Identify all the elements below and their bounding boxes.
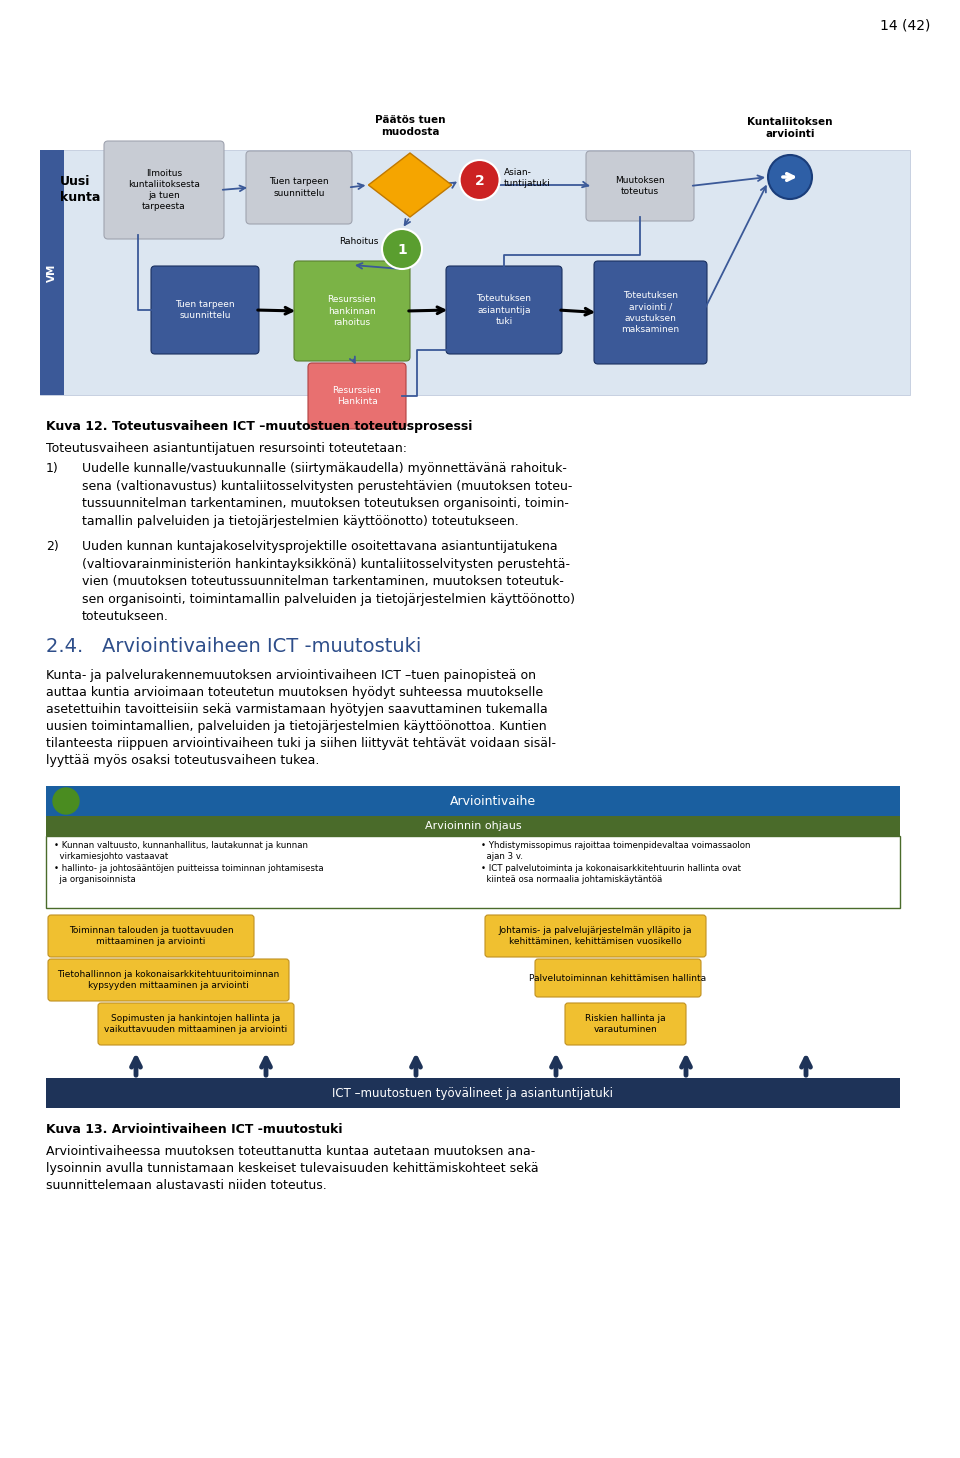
Circle shape: [53, 787, 79, 814]
Text: Resurssien
hankinnan
rahoitus: Resurssien hankinnan rahoitus: [327, 296, 376, 327]
Text: Tuen tarpeen
suunnittelu: Tuen tarpeen suunnittelu: [175, 300, 235, 321]
Text: Kuva 12. Toteutusvaiheen ICT –muutostuen toteutusprosessi: Kuva 12. Toteutusvaiheen ICT –muutostuen…: [46, 420, 472, 433]
Text: 2): 2): [46, 539, 59, 553]
Text: Uusi
kunta: Uusi kunta: [60, 175, 101, 204]
Text: Arvioinnin ohjaus: Arvioinnin ohjaus: [424, 821, 521, 831]
Text: Kunta- ja palvelurakennemuutoksen arviointivaiheen ICT –tuen painopisteä on: Kunta- ja palvelurakennemuutoksen arvioi…: [46, 669, 536, 682]
Text: Rahoitus: Rahoitus: [339, 236, 378, 245]
Text: 1): 1): [46, 462, 59, 475]
Bar: [40, 150, 64, 395]
FancyBboxPatch shape: [485, 916, 706, 956]
Text: Uuden kunnan kuntajakoselvitysprojektille osoitettavana asiantuntijatukena
(valt: Uuden kunnan kuntajakoselvitysprojektill…: [82, 539, 575, 623]
Text: Riskien hallinta ja
varautuminen: Riskien hallinta ja varautuminen: [586, 1013, 666, 1034]
FancyBboxPatch shape: [308, 363, 406, 429]
FancyBboxPatch shape: [594, 261, 707, 364]
Text: Johtamis- ja palvelujärjestelmän ylläpito ja
kehittäminen, kehittämisen vuosikel: Johtamis- ja palvelujärjestelmän ylläpit…: [499, 926, 692, 946]
FancyBboxPatch shape: [294, 261, 410, 362]
Circle shape: [768, 155, 812, 198]
FancyBboxPatch shape: [98, 1003, 294, 1045]
Text: Toteutuksen
asiantuntija
tuki: Toteutuksen asiantuntija tuki: [476, 295, 532, 325]
FancyBboxPatch shape: [246, 152, 352, 225]
FancyBboxPatch shape: [48, 959, 289, 1002]
Text: VM: VM: [47, 264, 57, 281]
Text: lysoinnin avulla tunnistamaan keskeiset tulevaisuuden kehittämiskohteet sekä: lysoinnin avulla tunnistamaan keskeiset …: [46, 1162, 539, 1175]
Bar: [46, 1077, 900, 1108]
Text: Toteutuksen
arviointi /
avustuksen
maksaminen: Toteutuksen arviointi / avustuksen maksa…: [621, 292, 680, 334]
Circle shape: [460, 160, 499, 200]
Text: suunnittelemaan alustavasti niiden toteutus.: suunnittelemaan alustavasti niiden toteu…: [46, 1180, 326, 1193]
Text: lyyttää myös osaksi toteutusvaiheen tukea.: lyyttää myös osaksi toteutusvaiheen tuke…: [46, 754, 320, 767]
Text: Arviointivaiheessa muutoksen toteuttanutta kuntaa autetaan muutoksen ana-: Arviointivaiheessa muutoksen toteuttanut…: [46, 1145, 536, 1158]
FancyBboxPatch shape: [151, 265, 259, 354]
Text: Sopimusten ja hankintojen hallinta ja
vaikuttavuuden mittaaminen ja arviointi: Sopimusten ja hankintojen hallinta ja va…: [105, 1013, 288, 1034]
Text: Toiminnan talouden ja tuottavuuden
mittaaminen ja arviointi: Toiminnan talouden ja tuottavuuden mitta…: [69, 926, 233, 946]
Text: Päätös tuen
muodosta: Päätös tuen muodosta: [374, 115, 445, 137]
Bar: [46, 816, 900, 835]
Text: Toteutusvaiheen asiantuntijatuen resursointi toteutetaan:: Toteutusvaiheen asiantuntijatuen resurso…: [46, 442, 407, 455]
FancyBboxPatch shape: [586, 152, 694, 222]
FancyBboxPatch shape: [446, 265, 562, 354]
Text: asetettuihin tavoitteisiin sekä varmistamaan hyötyjen saavuttaminen tukemalla: asetettuihin tavoitteisiin sekä varmista…: [46, 703, 548, 716]
Text: 2: 2: [475, 174, 485, 188]
Text: Tietohallinnon ja kokonaisarkkitehtuuritoiminnan
kypsyyden mittaaminen ja arvioi: Tietohallinnon ja kokonaisarkkitehtuurit…: [58, 970, 279, 990]
Text: 2.4.   Arviointivaiheen ICT -muutostuki: 2.4. Arviointivaiheen ICT -muutostuki: [46, 637, 421, 656]
Circle shape: [382, 229, 422, 268]
Text: tilanteesta riippuen arviointivaiheen tuki ja siihen liittyvät tehtävät voidaan : tilanteesta riippuen arviointivaiheen tu…: [46, 736, 556, 749]
Text: Kuntaliitoksen
arviointi: Kuntaliitoksen arviointi: [747, 117, 832, 140]
Text: Palvelutoiminnan kehittämisen hallinta: Palvelutoiminnan kehittämisen hallinta: [529, 974, 707, 983]
Text: auttaa kuntia arvioimaan toteutetun muutoksen hyödyt suhteessa muutokselle: auttaa kuntia arvioimaan toteutetun muut…: [46, 687, 543, 698]
FancyBboxPatch shape: [104, 141, 224, 239]
Bar: [40, 150, 910, 395]
Polygon shape: [369, 153, 451, 217]
Text: uusien toimintamallien, palveluiden ja tietojärjestelmien käyttöönottoa. Kuntien: uusien toimintamallien, palveluiden ja t…: [46, 720, 546, 733]
Text: • Yhdistymissopimus rajoittaa toimenpidevaltaa voimassaolon
  ajan 3 v.
• ICT pa: • Yhdistymissopimus rajoittaa toimenpide…: [481, 841, 751, 885]
Bar: [46, 835, 900, 908]
Text: Uudelle kunnalle/vastuukunnalle (siirtymäkaudella) myönnettävänä rahoituk-
sena : Uudelle kunnalle/vastuukunnalle (siirtym…: [82, 462, 572, 528]
Text: Resurssien
Hankinta: Resurssien Hankinta: [332, 386, 381, 405]
Text: 14 (42): 14 (42): [879, 17, 930, 32]
Text: Tuen tarpeen
suunnittelu: Tuen tarpeen suunnittelu: [269, 178, 329, 197]
Text: Muutoksen
toteutus: Muutoksen toteutus: [615, 176, 665, 195]
Text: ICT –muutostuen työvälineet ja asiantuntijatuki: ICT –muutostuen työvälineet ja asiantunt…: [332, 1086, 613, 1099]
Text: Ilmoitus
kuntaliitoksesta
ja tuen
tarpeesta: Ilmoitus kuntaliitoksesta ja tuen tarpee…: [128, 169, 200, 211]
Text: 1: 1: [397, 243, 407, 257]
FancyBboxPatch shape: [48, 916, 254, 956]
Text: Kuva 13. Arviointivaiheen ICT -muutostuki: Kuva 13. Arviointivaiheen ICT -muutostuk…: [46, 1123, 343, 1136]
Text: Asian-
tuntijatuki: Asian- tuntijatuki: [504, 168, 550, 188]
FancyBboxPatch shape: [535, 959, 701, 997]
Text: • Kunnan valtuusto, kunnanhallitus, lautakunnat ja kunnan
  virkamiesjohto vasta: • Kunnan valtuusto, kunnanhallitus, laut…: [54, 841, 324, 885]
FancyBboxPatch shape: [565, 1003, 686, 1045]
Text: Arviointivaihe: Arviointivaihe: [450, 795, 536, 808]
Bar: [46, 786, 900, 816]
